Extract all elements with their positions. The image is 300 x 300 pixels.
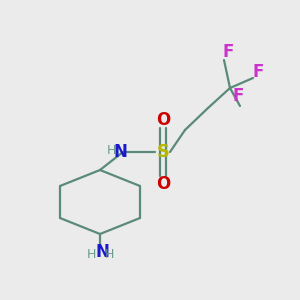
Text: N: N xyxy=(113,143,127,161)
Text: F: F xyxy=(222,43,234,61)
Text: O: O xyxy=(156,175,170,193)
Text: S: S xyxy=(157,143,169,161)
Text: F: F xyxy=(232,87,244,105)
Text: O: O xyxy=(156,111,170,129)
Text: N: N xyxy=(95,243,109,261)
Text: H: H xyxy=(86,248,96,262)
Text: F: F xyxy=(252,63,264,81)
Text: H: H xyxy=(106,143,116,157)
Text: H: H xyxy=(104,248,114,262)
